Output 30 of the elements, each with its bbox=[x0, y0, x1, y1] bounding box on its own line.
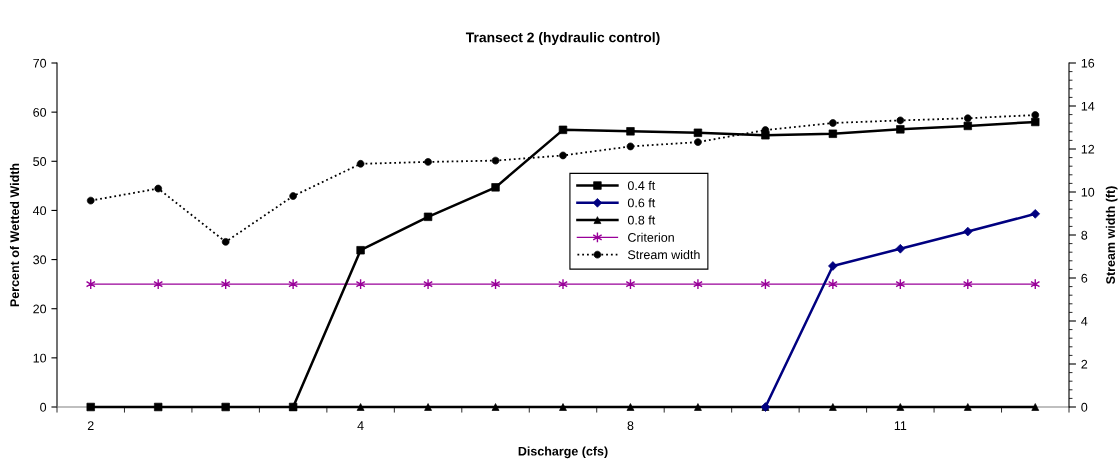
legend-label: Stream width bbox=[628, 249, 700, 260]
y2-tick-label: 14 bbox=[1081, 101, 1095, 111]
x-tick-label: 8 bbox=[627, 421, 634, 431]
y2-tick-label: 6 bbox=[1081, 273, 1088, 283]
y-tick-label: 40 bbox=[32, 206, 47, 216]
y-tick-label: 20 bbox=[33, 304, 47, 314]
legend-label: 0.4 ft bbox=[627, 180, 656, 191]
y2-tick-label: 4 bbox=[1081, 316, 1088, 326]
y-tick-label: 70 bbox=[33, 58, 47, 68]
y2-tick-label: 16 bbox=[1081, 58, 1095, 68]
legend-label: 0.6 ft bbox=[627, 198, 656, 208]
y-tick-label: 0 bbox=[40, 402, 47, 412]
y-tick-label: 30 bbox=[33, 255, 47, 265]
x-tick-label: 11 bbox=[894, 421, 907, 430]
x-axis-title: Discharge (cfs) bbox=[518, 446, 608, 459]
y2-tick-label: 10 bbox=[1081, 187, 1095, 197]
y-tick-label: 60 bbox=[33, 107, 47, 117]
x-tick-label: 4 bbox=[357, 421, 364, 430]
y-tick-label: 50 bbox=[33, 157, 47, 166]
chart-title: Transect 2 (hydraulic control) bbox=[465, 32, 660, 46]
x-tick-label: 2 bbox=[87, 421, 94, 430]
legend-label: 0.8 ft bbox=[627, 215, 656, 225]
y2-axis-title: Stream width (ft) bbox=[1105, 186, 1118, 284]
y2-tick-label: 0 bbox=[1081, 402, 1088, 412]
y-axis-title: Percent of Wetted Width bbox=[9, 163, 20, 307]
y2-tick-label: 8 bbox=[1081, 230, 1088, 240]
y-tick-label: 10 bbox=[33, 353, 47, 363]
y2-tick-label: 2 bbox=[1081, 359, 1088, 369]
y2-tick-label: 12 bbox=[1081, 144, 1095, 154]
legend-label: Criterion bbox=[628, 232, 674, 242]
